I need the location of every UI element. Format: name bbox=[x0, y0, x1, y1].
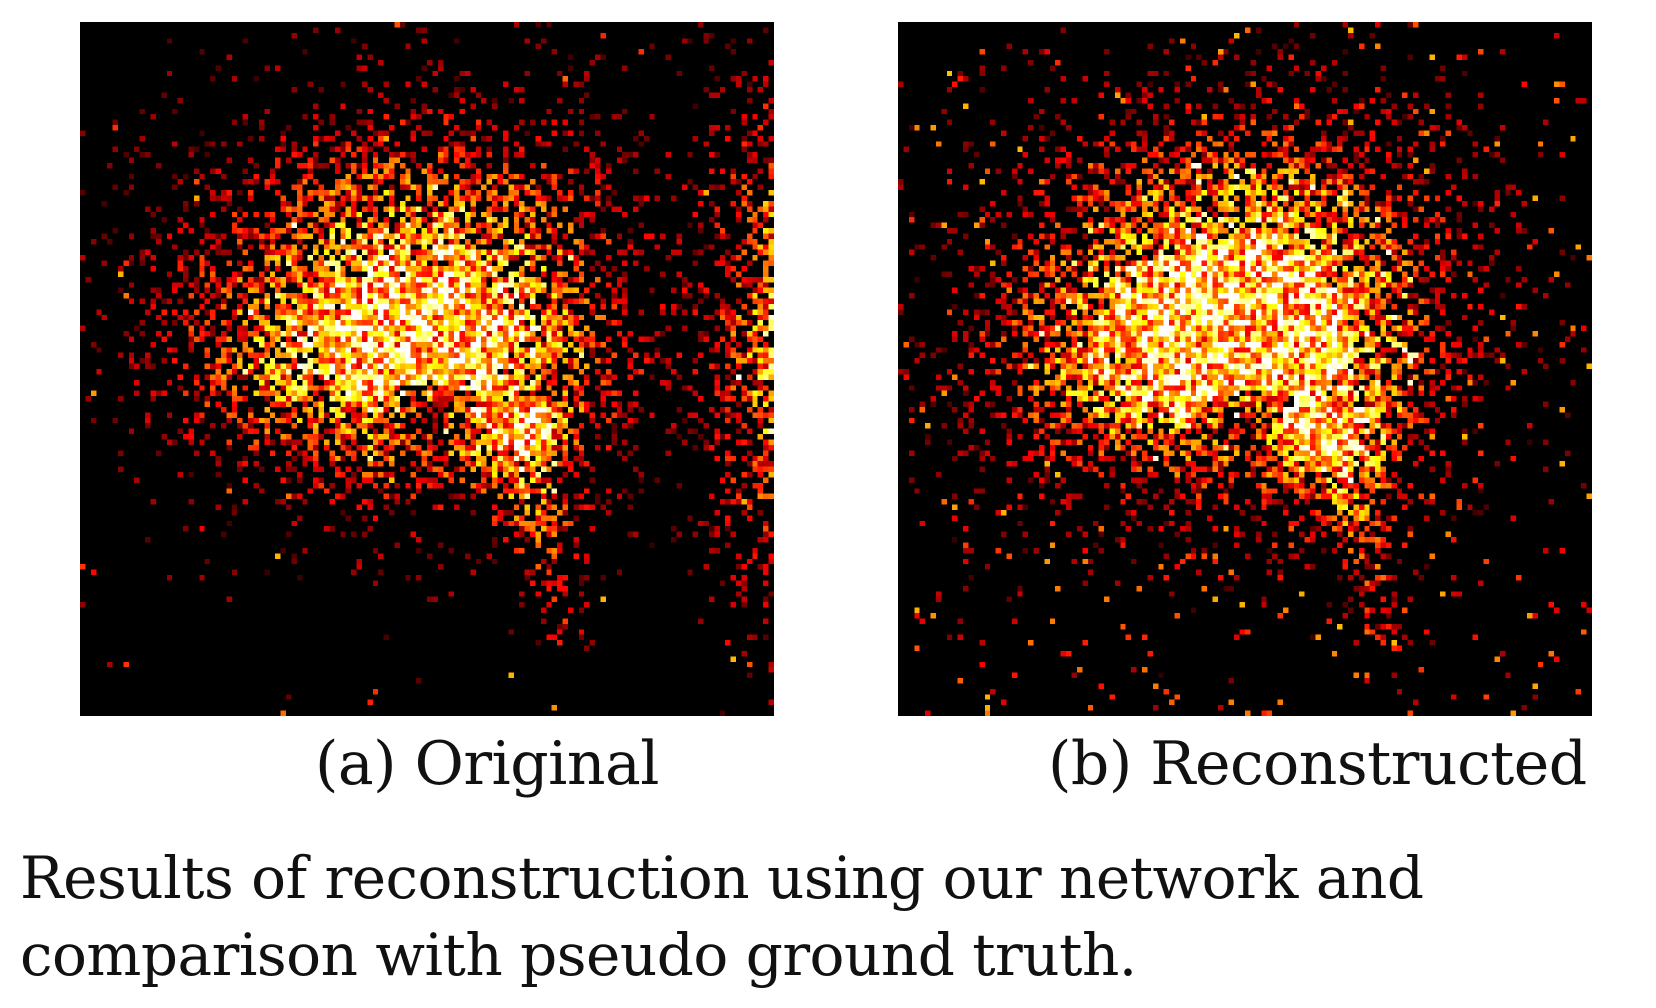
reconstructed-cell-image bbox=[898, 22, 1592, 716]
subfigure-caption-reconstructed: (b) Reconstructed bbox=[1048, 729, 1587, 799]
figure-caption: Results of reconstruction using our netw… bbox=[20, 840, 1520, 994]
subfigure-caption-original: (a) Original bbox=[315, 729, 659, 799]
figure-caption-line-1: Results of reconstruction using our netw… bbox=[20, 844, 1424, 912]
original-cell-image bbox=[80, 22, 774, 716]
original-image-panel bbox=[80, 22, 774, 716]
reconstructed-image-panel bbox=[898, 22, 1592, 716]
figure-caption-line-2: comparison with pseudo ground truth. bbox=[20, 921, 1137, 989]
